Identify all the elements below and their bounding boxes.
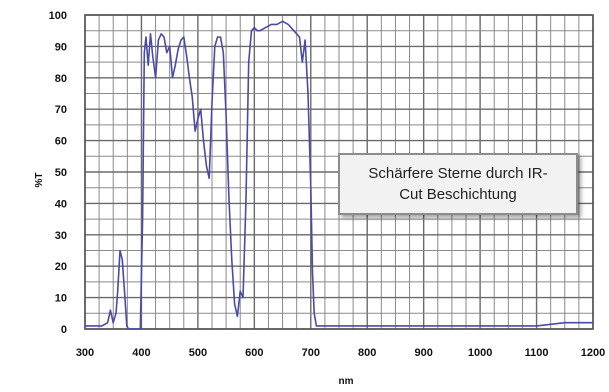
- y-tick-label: 50: [55, 167, 67, 179]
- annotation-text: Schärfere Sterne durch IR-Cut Beschichtu…: [368, 165, 548, 203]
- x-tick-labels: 300 400 500 600 700 800 900 1000 1100 1200: [76, 347, 605, 359]
- y-tick-label: 10: [55, 293, 67, 305]
- series-group: [85, 20, 593, 330]
- transmission-series-line: [85, 20, 593, 330]
- x-tick-label: 700: [302, 347, 320, 359]
- y-tick-label: 30: [55, 230, 67, 242]
- y-axis-label: %T: [34, 173, 45, 188]
- x-tick-label: 600: [245, 347, 263, 359]
- x-tick-label: 900: [414, 347, 432, 359]
- x-tick-label: 1100: [525, 347, 549, 359]
- y-tick-label: 40: [55, 198, 67, 210]
- y-tick-label: 60: [55, 136, 67, 148]
- y-tick-label: 0: [61, 324, 67, 336]
- x-tick-label: 1200: [581, 347, 605, 359]
- y-tick-label: 100: [49, 10, 67, 22]
- x-axis-label: nm: [339, 376, 354, 387]
- y-tick-label: 70: [55, 104, 67, 116]
- y-tick-label: 20: [55, 261, 67, 273]
- x-tick-label: 300: [76, 347, 94, 359]
- y-tick-labels: 0 10 20 30 40 50 60 70 80 90 100: [49, 10, 67, 336]
- x-tick-label: 800: [358, 347, 376, 359]
- y-tick-label: 80: [55, 73, 67, 85]
- annotation-box: Schärfere Sterne durch IR-Cut Beschichtu…: [338, 153, 578, 215]
- x-tick-label: 400: [132, 347, 150, 359]
- y-tick-label: 90: [55, 41, 67, 53]
- x-tick-label: 500: [189, 347, 207, 359]
- plot-border: [84, 14, 594, 330]
- x-tick-label: 1000: [468, 347, 492, 359]
